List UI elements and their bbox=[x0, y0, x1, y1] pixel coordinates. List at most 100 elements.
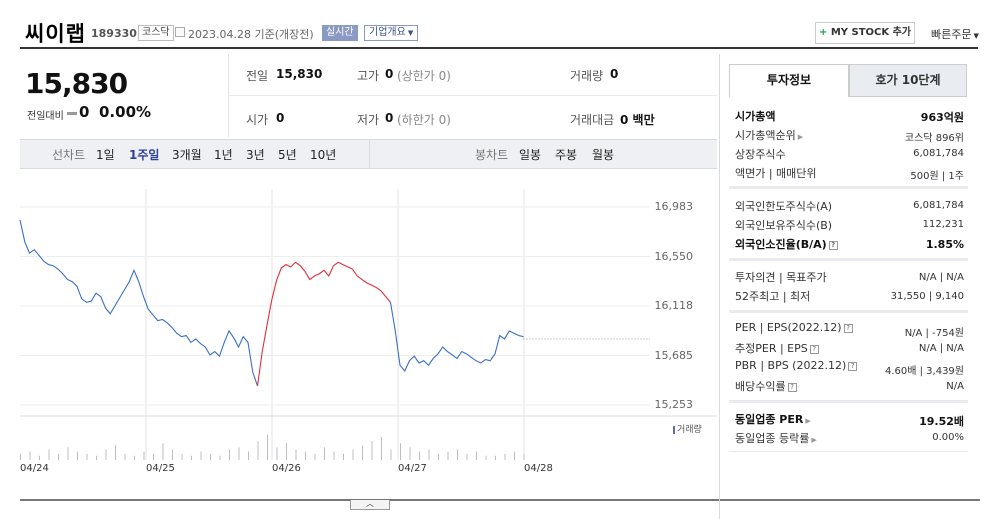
price-series-line-0 bbox=[19, 219, 259, 387]
lower-limit: (하한가 0) bbox=[397, 113, 451, 127]
volume-bar bbox=[476, 451, 477, 460]
volume-bar bbox=[58, 453, 59, 460]
volume-bar bbox=[143, 451, 145, 460]
help-icon[interactable]: ? bbox=[787, 382, 797, 392]
chevron-up-icon: ︿ bbox=[366, 499, 374, 508]
y-tick-label: 16,983 bbox=[654, 200, 694, 213]
change-percent: 0.00% bbox=[99, 103, 152, 121]
market-badge: 코스닥 bbox=[138, 25, 174, 41]
market-cap-rank-label[interactable]: 시가총액순위 ▶ bbox=[735, 129, 804, 142]
volume-bar bbox=[333, 451, 335, 460]
volume-bar bbox=[400, 443, 401, 460]
volume-bar bbox=[162, 443, 164, 460]
upper-limit: (상한가 0) bbox=[397, 69, 451, 83]
tab-period-1[interactable]: 1주일 bbox=[129, 148, 160, 162]
section-divider bbox=[729, 400, 968, 403]
tab-period-5[interactable]: 5년 bbox=[278, 148, 297, 162]
volume-bar bbox=[409, 447, 411, 460]
industry-rate-label[interactable]: 동일업종 등락률 ▶ bbox=[735, 432, 817, 445]
volume-bar bbox=[115, 445, 116, 460]
volume-bar bbox=[39, 455, 40, 460]
tab-candle-1[interactable]: 주봉 bbox=[555, 148, 578, 162]
add-mystock-button[interactable]: + MY STOCK 추가 bbox=[815, 22, 915, 44]
collapse-toggle-button[interactable]: ︿ bbox=[350, 500, 390, 510]
tab-candle-2[interactable]: 월봉 bbox=[592, 148, 615, 162]
tab-period-0[interactable]: 1일 bbox=[96, 148, 115, 162]
prev-close-label: 전일 bbox=[246, 69, 269, 83]
arrow-right-icon: ▶ bbox=[811, 436, 817, 444]
tab-period-6[interactable]: 10년 bbox=[310, 148, 337, 162]
low-label: 저가 bbox=[357, 113, 380, 127]
line-chart-label: 선차트 bbox=[52, 148, 86, 162]
par-value-label: 액면가 | 매매단위 bbox=[735, 167, 817, 180]
tab-period-2[interactable]: 3개월 bbox=[172, 148, 202, 162]
section-divider bbox=[729, 258, 968, 261]
volume-bar bbox=[305, 451, 306, 460]
stock-code: 189330 bbox=[91, 27, 137, 40]
section-divider bbox=[729, 451, 968, 452]
chevron-down-icon: ▼ bbox=[973, 32, 979, 40]
volume-bar bbox=[153, 453, 154, 460]
tab-divider bbox=[369, 139, 370, 169]
volume-bar bbox=[352, 449, 354, 460]
volume-bar bbox=[210, 453, 211, 460]
tab-investment-info[interactable]: 투자정보 bbox=[729, 64, 849, 97]
calendar-icon bbox=[175, 27, 185, 37]
est-per-value: N/A | N/A bbox=[918, 343, 964, 354]
price-series-line-2 bbox=[389, 302, 524, 373]
tab-orderbook[interactable]: 호가 10단계 bbox=[849, 64, 967, 97]
prev-close-value: 15,830 bbox=[276, 67, 323, 81]
industry-per-label[interactable]: 동일업종 PER ▶ bbox=[735, 413, 811, 426]
help-icon[interactable]: ? bbox=[843, 323, 853, 333]
volume-bar bbox=[428, 449, 430, 460]
x-tick-label: 04/27 bbox=[398, 463, 427, 474]
dividend-value: N/A bbox=[946, 381, 964, 392]
x-tick-label: 04/24 bbox=[20, 463, 49, 474]
foreign-rate-label: 외국인소진율(B/A)? bbox=[735, 236, 838, 252]
industry-per-value: 19.52배 bbox=[919, 415, 964, 428]
side-panel-divider bbox=[719, 54, 720, 519]
volume-legend: 거래량 bbox=[673, 422, 702, 435]
volume-bar bbox=[438, 453, 439, 460]
volume-bar bbox=[200, 451, 202, 460]
listed-shares-label: 상장주식수 bbox=[735, 148, 786, 161]
help-icon[interactable]: ? bbox=[828, 240, 838, 250]
x-tick-label: 04/26 bbox=[272, 463, 301, 474]
price-series-line-1 bbox=[256, 261, 391, 386]
help-icon[interactable]: ? bbox=[809, 344, 819, 354]
volume-bar bbox=[219, 455, 221, 460]
tab-candle-0[interactable]: 일봉 bbox=[519, 148, 542, 162]
company-summary-button[interactable]: 기업개요 ▼ bbox=[364, 25, 419, 41]
volume-bar bbox=[267, 434, 268, 460]
realtime-button[interactable]: 실시간 bbox=[322, 25, 358, 41]
volume-bar bbox=[124, 453, 126, 460]
volume-bar bbox=[419, 451, 420, 460]
volume-bar bbox=[20, 453, 21, 460]
volume-bar bbox=[390, 449, 392, 460]
quote-date: 2023.04.28 기준(개장전) bbox=[188, 28, 314, 41]
volume-bar bbox=[105, 449, 107, 460]
price-chart[interactable] bbox=[0, 169, 720, 461]
tab-period-3[interactable]: 1년 bbox=[214, 148, 233, 162]
par-value-value: 500원 | 1주 bbox=[910, 171, 964, 182]
volume-bar bbox=[362, 445, 363, 460]
help-icon[interactable]: ? bbox=[848, 361, 858, 371]
quick-order-button[interactable]: 빠른주문 ▼ bbox=[931, 28, 979, 41]
week52-value: 31,550 | 9,140 bbox=[890, 291, 964, 302]
low-value: 0 bbox=[385, 111, 394, 125]
volume-bar bbox=[96, 455, 97, 460]
foreign-holdings-value: 112,231 bbox=[922, 219, 964, 230]
volume-bar bbox=[447, 451, 449, 460]
flat-icon bbox=[67, 112, 77, 115]
volume-bar bbox=[181, 453, 183, 460]
arrow-right-icon: ▶ bbox=[797, 133, 804, 141]
pbr-value: 4.60배 | 3,439원 bbox=[884, 366, 964, 377]
open-value: 0 bbox=[276, 111, 285, 125]
quote-row-divider bbox=[228, 95, 717, 96]
volume-bar bbox=[343, 453, 344, 460]
open-label: 시가 bbox=[246, 113, 269, 127]
section-divider bbox=[729, 310, 968, 313]
volume-bar bbox=[276, 447, 278, 460]
volume-label: 거래량 bbox=[570, 69, 604, 83]
tab-period-4[interactable]: 3년 bbox=[246, 148, 265, 162]
